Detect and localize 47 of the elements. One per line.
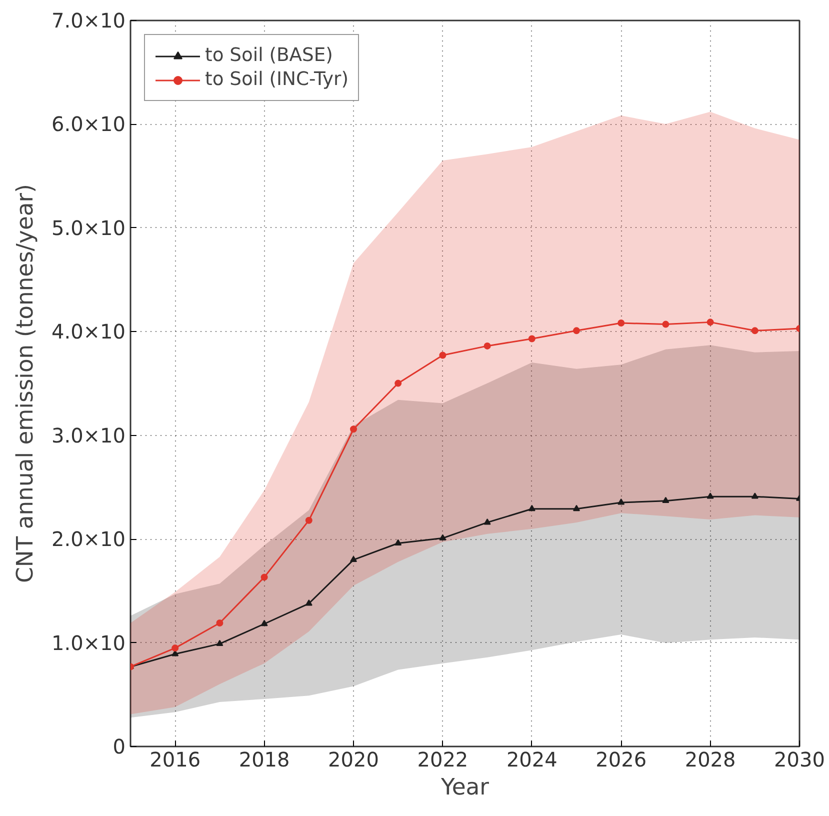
point [350,426,357,433]
point [439,534,446,540]
point [618,498,625,505]
x-tick-label: 2030 [774,748,825,772]
point [394,380,402,387]
x-tick-label: 2028 [684,748,736,772]
point [573,327,580,334]
x-tick-label: 2026 [596,748,647,772]
point [484,342,491,350]
point [350,556,357,562]
point [528,504,536,512]
point [662,496,670,504]
text: 5.0×10 [51,216,126,240]
point [439,352,446,359]
point [484,518,491,525]
point [706,318,714,326]
point [662,320,670,328]
legend-label: to Soil (INC-Tyr) [205,69,348,90]
x-tick-label: 2024 [506,748,558,772]
point [528,335,536,342]
point [305,600,312,606]
point [573,504,580,512]
point [618,320,625,327]
point [216,620,224,627]
x-axis-title: Year [440,774,490,800]
y-axis-title: CNT annual emission (tonnes/year) [12,184,38,583]
legend-label: to Soil (BASE) [205,45,333,66]
point [305,516,312,524]
point [216,640,224,646]
point [394,539,402,546]
text: 1.0×10 [51,630,126,655]
text: 0 [112,734,126,758]
text: 4.0×10 [51,320,126,344]
point [260,620,268,626]
point [172,644,179,652]
text: 7.0×10 [51,8,126,32]
x-tick-label: 2016 [150,748,201,772]
point [260,574,268,581]
point [751,327,758,334]
text: 6.0×10 [51,112,126,136]
text: 3.0×10 [51,423,126,448]
point [751,492,758,499]
x-tick-label: 2020 [328,748,379,772]
x-tick-label: 2022 [417,748,468,772]
text: 2.0×10 [51,527,126,552]
x-tick-label: 2018 [238,748,290,772]
point [706,492,714,499]
